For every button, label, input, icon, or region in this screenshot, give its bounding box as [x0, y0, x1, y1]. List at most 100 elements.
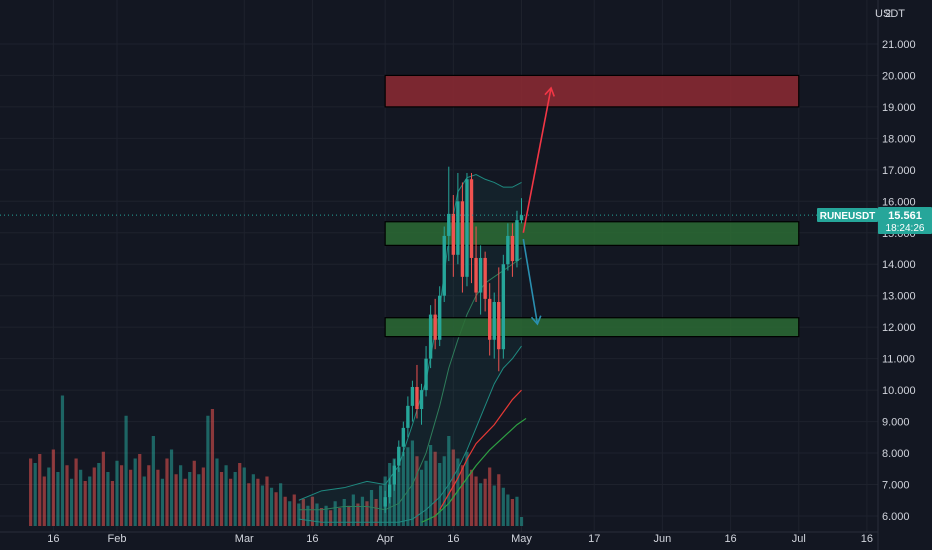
- y-tick-label: 6.000: [882, 511, 910, 523]
- volume-bar: [374, 499, 378, 526]
- x-tick-label: Feb: [108, 533, 127, 545]
- volume-bar: [106, 472, 110, 526]
- volume-bar: [315, 503, 319, 526]
- volume-bar: [438, 463, 442, 526]
- mid-support-zone[interactable]: [384, 221, 800, 246]
- volume-bar: [501, 487, 505, 526]
- volume-bar: [283, 496, 287, 526]
- volume-bar: [397, 467, 401, 526]
- candle-body: [465, 179, 469, 277]
- time-axis[interactable]: 16 Feb Mar 16 Apr 16 May 17 Jun 16 Jul 16: [0, 531, 878, 545]
- volume-bar: [451, 449, 455, 526]
- volume-bar: [47, 467, 51, 526]
- volume-bar: [201, 467, 205, 526]
- volume-bar: [251, 474, 255, 526]
- candle-body: [406, 405, 410, 428]
- volume-bar: [519, 517, 524, 526]
- volume-bar: [469, 469, 474, 526]
- volume-bar: [256, 478, 260, 526]
- volume-bar: [379, 485, 383, 526]
- y-tick-label: 17.000: [882, 165, 916, 177]
- volume-bar: [97, 463, 101, 526]
- volume-bar: [369, 490, 374, 526]
- volume-bar: [319, 508, 324, 526]
- volume-bar: [301, 499, 305, 526]
- volume-bar: [356, 503, 360, 526]
- volume-bar: [288, 501, 292, 526]
- x-tick-label: Jun: [654, 533, 672, 545]
- volume-bar: [447, 436, 451, 526]
- volume-bar: [424, 460, 428, 526]
- volume-bar: [510, 499, 515, 526]
- projection-arrows[interactable]: [522, 86, 555, 326]
- x-tick-label: 16: [861, 533, 873, 545]
- candle-body: [392, 465, 396, 485]
- volume-bar: [60, 395, 65, 526]
- candle-body: [510, 235, 515, 262]
- volume-bar: [74, 458, 78, 526]
- volume-bar: [329, 510, 333, 526]
- volume-bar: [129, 469, 133, 526]
- volume-bar: [338, 508, 342, 526]
- x-tick-label: 16: [306, 533, 318, 545]
- volume-bar: [33, 463, 37, 526]
- volume-bar: [38, 454, 42, 526]
- volume-bar: [179, 465, 183, 526]
- y-tick-label: 12.000: [882, 322, 916, 334]
- volume-bar: [279, 483, 283, 526]
- candle-body: [515, 220, 519, 262]
- volume-bar: [269, 487, 274, 526]
- x-tick-label: Jul: [792, 533, 806, 545]
- volume-bar: [429, 445, 433, 526]
- candle-body: [451, 213, 456, 255]
- volume-bar: [69, 478, 74, 526]
- volume-bar: [406, 447, 410, 526]
- x-tick-label: 16: [47, 533, 59, 545]
- volume-bar: [197, 474, 201, 526]
- up-arrow-head[interactable]: [544, 86, 555, 97]
- currency-label-text: USDT: [875, 8, 905, 20]
- volume-bar: [160, 478, 165, 526]
- volume-bar: [169, 449, 174, 526]
- volume-bar: [188, 472, 192, 526]
- candle-body: [447, 213, 451, 236]
- volume-bar: [292, 494, 296, 526]
- volume-bar: [119, 465, 124, 526]
- down-arrow-shaft[interactable]: [522, 238, 539, 325]
- volume-bar: [460, 465, 465, 526]
- up-arrow-shaft[interactable]: [522, 87, 552, 233]
- volume-bar: [506, 494, 510, 526]
- volume-bar: [42, 476, 46, 526]
- candle-body: [410, 386, 415, 406]
- y-tick-label: 20.000: [882, 70, 916, 82]
- volume-bar: [415, 456, 419, 526]
- volume-bar: [115, 460, 119, 526]
- volume-bar: [401, 451, 405, 526]
- y-tick-label: 11.000: [882, 354, 915, 366]
- currency-label[interactable]: USDT 2: [875, 8, 905, 20]
- volume-bar: [79, 469, 83, 526]
- down-arrow-head[interactable]: [530, 315, 542, 326]
- volume-bar: [174, 474, 178, 526]
- volume-bar: [483, 478, 487, 526]
- x-tick-label: 17: [588, 533, 600, 545]
- x-tick-label: Mar: [235, 533, 254, 545]
- volume-bar: [165, 458, 169, 526]
- candle-body: [437, 295, 442, 340]
- candle-body: [460, 201, 465, 277]
- volume-bar: [133, 458, 137, 526]
- volume-bar: [260, 485, 265, 526]
- low-support-zone[interactable]: [384, 317, 800, 338]
- y-tick-label: 21.000: [882, 39, 916, 51]
- ema-red-line: [439, 389, 522, 511]
- volume-bar: [465, 451, 469, 526]
- y-tick-label: 9.000: [882, 417, 910, 429]
- volume-bar: [274, 492, 278, 526]
- resistance-zone[interactable]: [384, 74, 800, 108]
- candle-body: [497, 302, 501, 350]
- bollinger-lower-line: [298, 345, 522, 523]
- volume-bar: [151, 436, 155, 526]
- last-price-label: RUNEUSDT 15.561 18:24:26: [817, 207, 932, 234]
- volume-bar: [65, 465, 69, 526]
